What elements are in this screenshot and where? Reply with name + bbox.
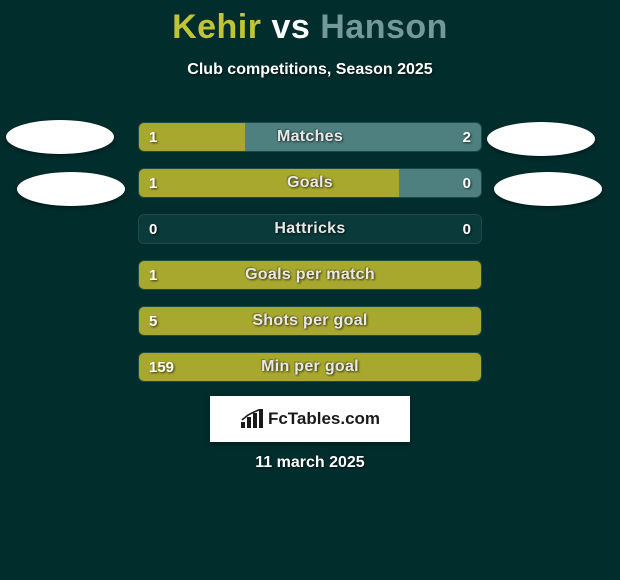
stat-bar: 10Goals bbox=[138, 168, 482, 198]
logo-text: FcTables.com bbox=[268, 409, 380, 429]
stat-label: Goals per match bbox=[139, 261, 481, 289]
stat-bar: 12Matches bbox=[138, 122, 482, 152]
player-badge-placeholder bbox=[487, 122, 595, 156]
stat-label: Hattricks bbox=[139, 215, 481, 243]
stat-bar: 159Min per goal bbox=[138, 352, 482, 382]
player2-name: Hanson bbox=[320, 8, 448, 46]
stat-bar: 1Goals per match bbox=[138, 260, 482, 290]
subtitle: Club competitions, Season 2025 bbox=[0, 61, 620, 79]
stats-bars-area: 12Matches 10Goals 00Hattricks 1Goals per ma… bbox=[138, 122, 482, 398]
stat-bar: 5Shots per goal bbox=[138, 306, 482, 336]
date-label: 11 march 2025 bbox=[0, 454, 620, 472]
stat-label: Goals bbox=[139, 169, 481, 197]
stat-bar: 00Hattricks bbox=[138, 214, 482, 244]
stat-label: Shots per goal bbox=[139, 307, 481, 335]
player1-name: Kehir bbox=[172, 8, 261, 46]
title-vs: vs bbox=[271, 8, 310, 46]
player-badge-placeholder bbox=[6, 120, 114, 154]
stat-label: Min per goal bbox=[139, 353, 481, 381]
stat-label: Matches bbox=[139, 123, 481, 151]
player-badge-placeholder bbox=[17, 172, 125, 206]
bar-chart-icon bbox=[240, 409, 264, 429]
fctables-logo: FcTables.com bbox=[210, 396, 410, 442]
comparison-title: Kehir vs Hanson bbox=[0, 0, 620, 47]
player-badge-placeholder bbox=[494, 172, 602, 206]
